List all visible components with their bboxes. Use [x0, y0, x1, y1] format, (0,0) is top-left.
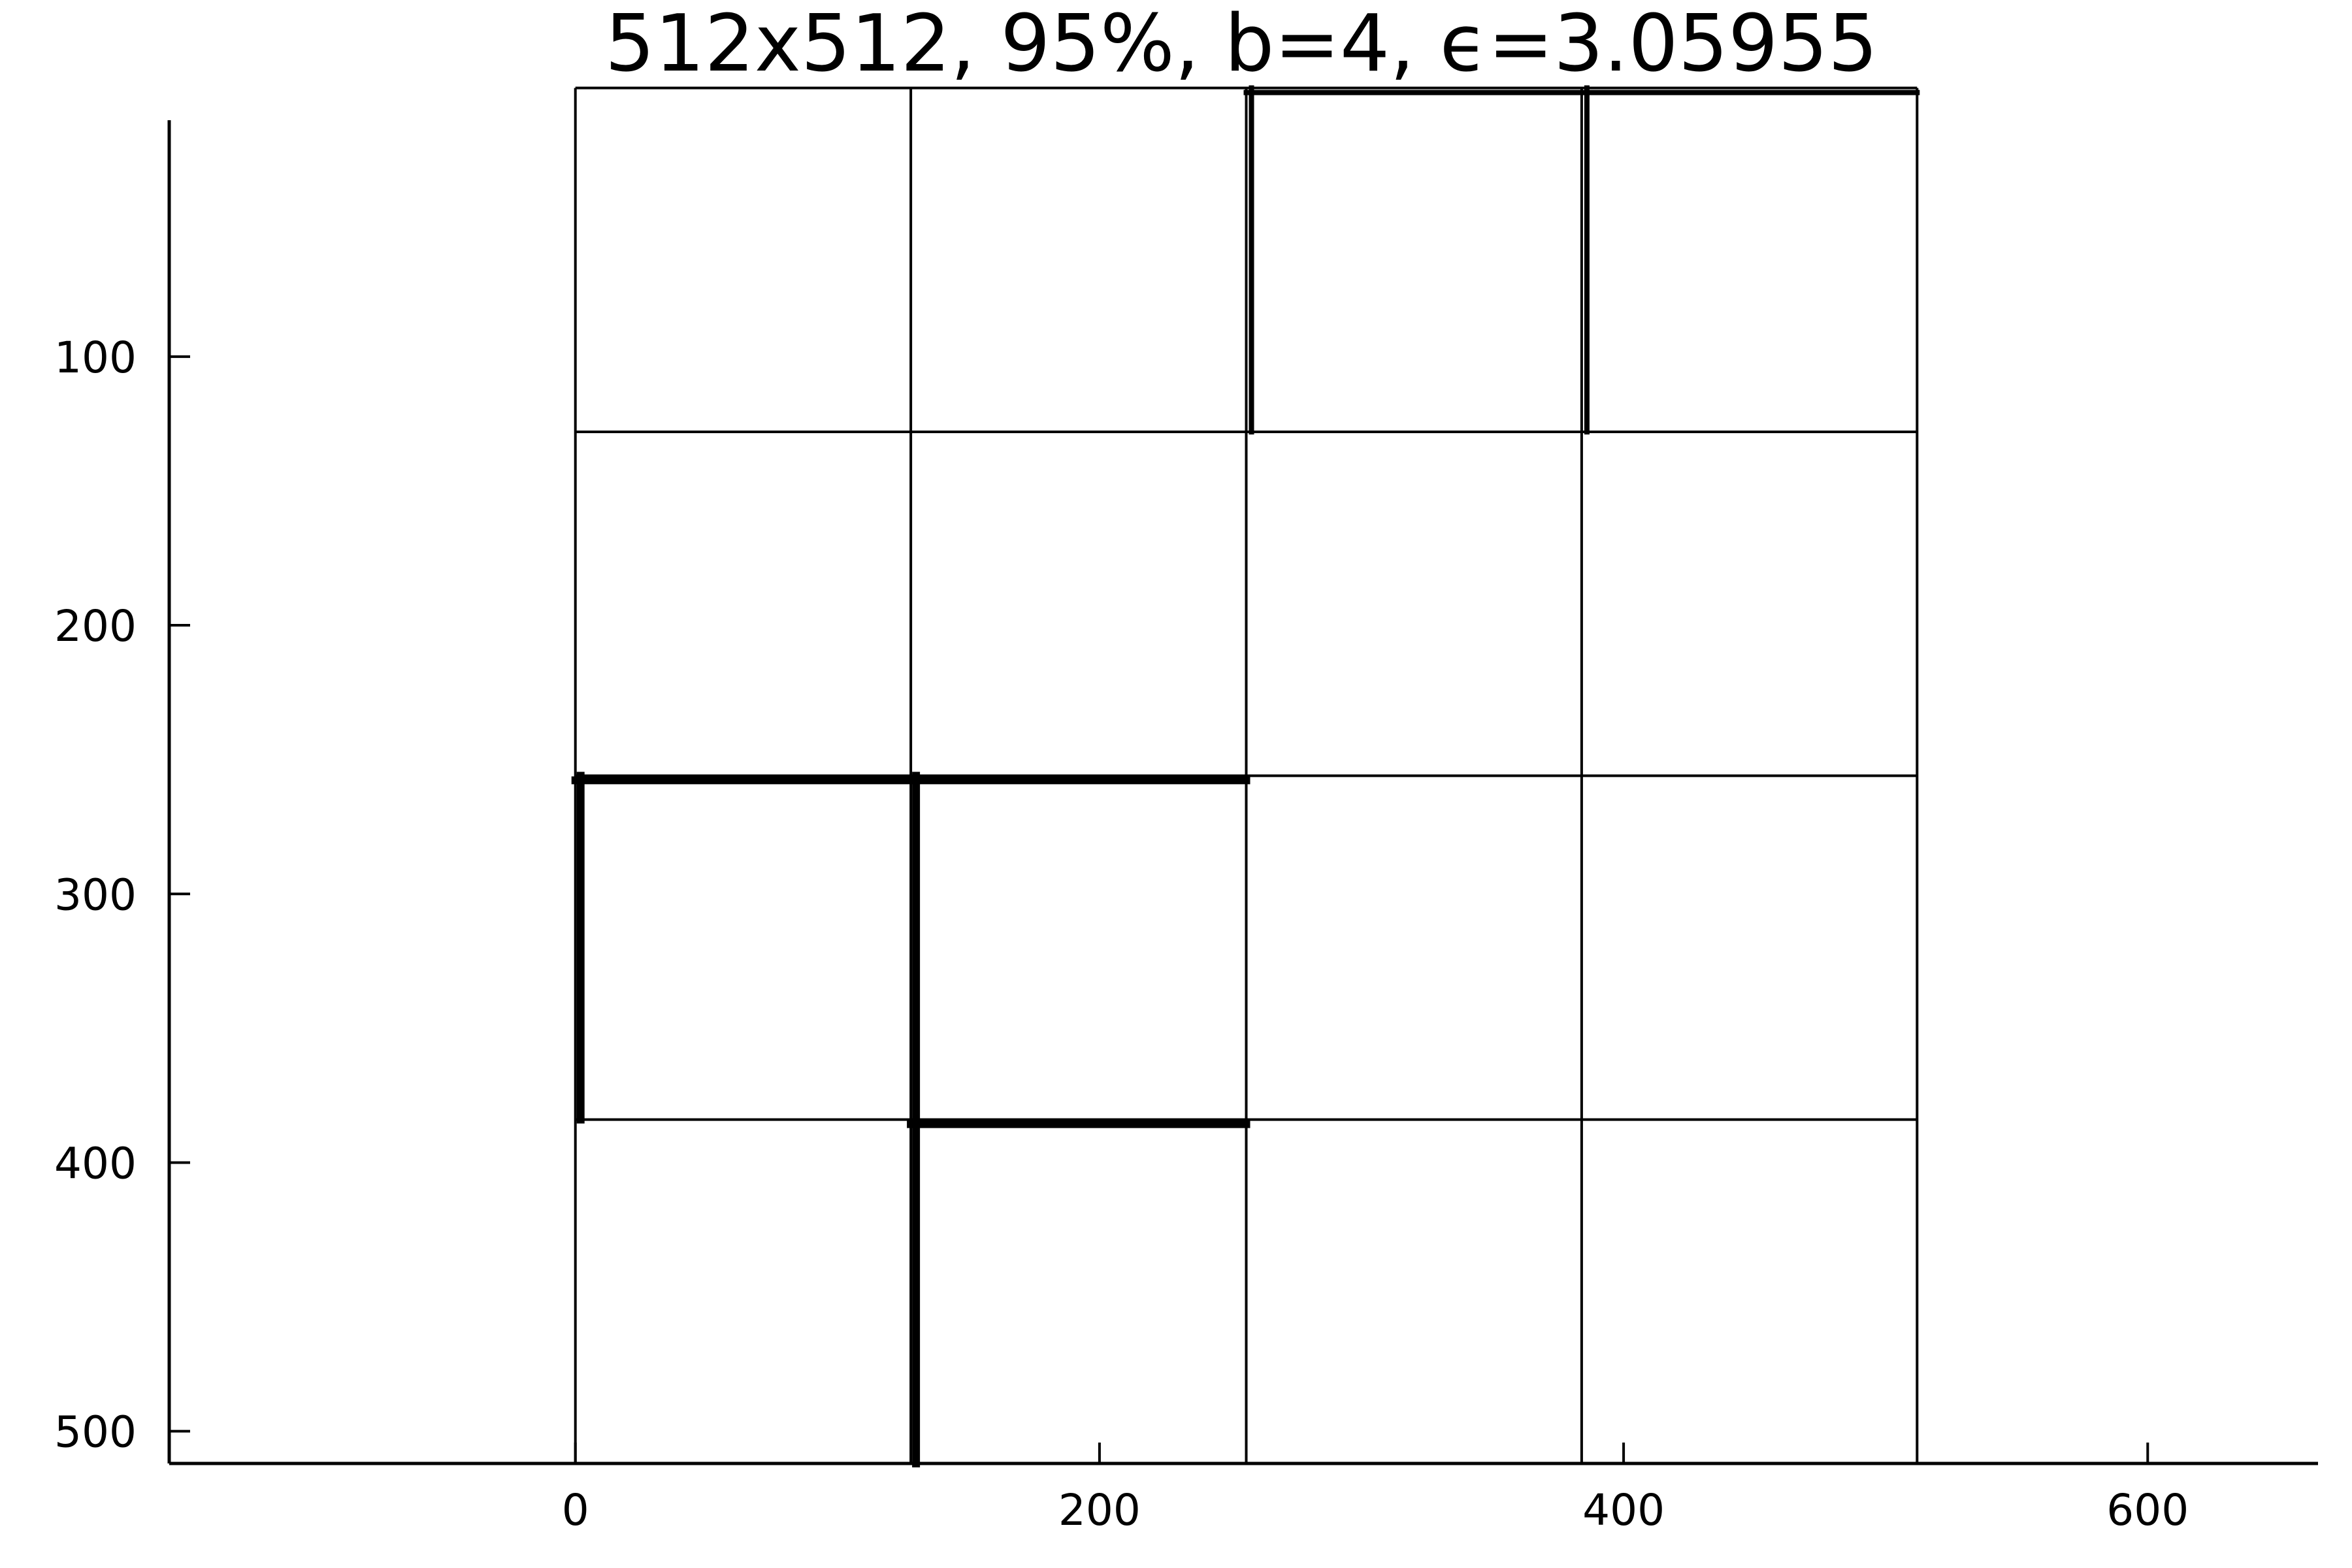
- x-tick-label: 600: [2106, 1485, 2189, 1535]
- x-tick-label: 0: [562, 1485, 589, 1535]
- chart-ticks: 0 200 400 600 100 200 300 400 500: [54, 333, 2189, 1535]
- y-tick-label: 500: [54, 1407, 137, 1458]
- chart-title: 512x512, 95%, b=4, ϵ=3.05955: [605, 0, 1878, 90]
- y-tick-label: 400: [54, 1138, 137, 1188]
- y-tick-label: 200: [54, 601, 137, 651]
- y-tick-label: 100: [54, 333, 137, 383]
- chart-axes: [167, 120, 2318, 1465]
- highlighted-block-edges: [571, 85, 1920, 1467]
- x-tick-label: 200: [1058, 1485, 1141, 1535]
- y-tick-label: 300: [54, 870, 137, 920]
- x-tick-label: 400: [1582, 1485, 1665, 1535]
